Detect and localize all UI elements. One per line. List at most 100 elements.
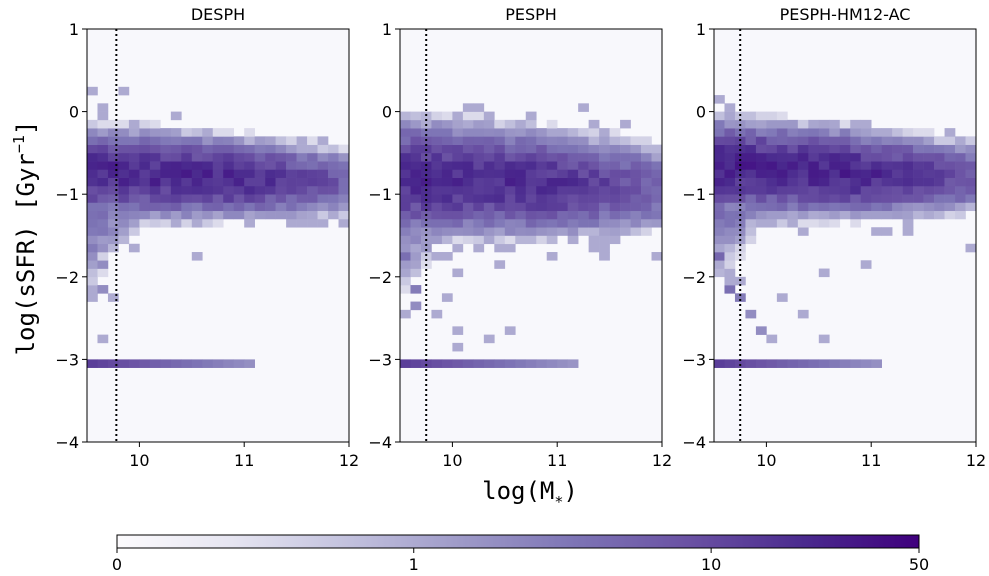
heatmap-bin [525,210,537,220]
heatmap-bin [745,210,757,220]
heatmap-bin [714,152,725,162]
heatmap-bin [839,359,851,368]
heatmap-bin [745,235,757,245]
heatmap-bin [839,144,851,154]
heatmap-bin [850,218,862,228]
heatmap-bin [87,161,98,170]
heatmap-bin [881,177,893,187]
heatmap-bin [808,161,820,170]
heatmap-bin [745,309,757,319]
heatmap-bin [400,309,411,319]
heatmap-bin [902,185,914,195]
heatmap-bin [107,293,119,302]
heatmap-bin [400,210,411,220]
heatmap-bin [745,144,757,154]
heatmap-bin [871,194,882,203]
heatmap-bin [578,128,589,137]
heatmap-bin [462,202,474,212]
heatmap-bin [504,218,516,228]
heatmap-bin [860,359,872,368]
heatmap-bin [462,144,474,154]
heatmap-bin [265,185,276,195]
heatmap-bin [462,152,474,162]
heatmap-bin [223,144,235,154]
heatmap-bin [871,359,882,368]
heatmap-bin [462,136,474,145]
heatmap-bin [170,161,182,170]
heatmap-bin [97,260,109,269]
heatmap-bin [871,202,882,212]
heatmap-bin [641,227,652,236]
heatmap-bin [202,169,214,178]
heatmap-bin [452,161,464,170]
heatmap-bin [139,202,151,212]
heatmap-bin [473,136,485,145]
heatmap-bin [515,359,527,368]
heatmap-bin [557,185,568,195]
heatmap-bin [504,128,516,137]
heatmap-bin [452,243,464,253]
heatmap-bin [860,260,872,269]
heatmap-bin [181,136,193,145]
y-tick-label: 0 [382,103,392,122]
heatmap-bin [400,144,411,154]
heatmap-bin [410,285,422,294]
heatmap-bin [202,177,214,187]
heatmap-bin [473,218,485,228]
heatmap-bin [410,144,422,154]
heatmap-bin [338,202,350,212]
heatmap-bin [191,359,203,368]
heatmap-bin [149,128,161,137]
heatmap-bin [913,210,924,220]
heatmap-bin [892,194,903,203]
heatmap-bin [97,111,109,121]
heatmap-bin [578,136,589,145]
heatmap-bin [420,169,432,178]
heatmap-bin [441,227,453,236]
heatmap-bin [452,359,464,368]
heatmap-bin [714,128,725,137]
heatmap-bin [588,144,600,154]
heatmap-bin [808,359,820,368]
heatmap-bin [588,177,600,187]
y-tick-label: −1 [368,185,392,204]
heatmap-bin [494,128,506,137]
heatmap-bin [400,276,411,286]
heatmap-bin [808,194,820,203]
heatmap-bin [452,177,464,187]
heatmap-bin [223,177,235,187]
heatmap-bin [286,169,297,178]
heatmap-bin [755,128,767,137]
heatmap-bin [307,202,318,212]
heatmap-bin [244,169,255,178]
heatmap-bin [734,144,746,154]
heatmap-bin [107,359,119,368]
heatmap-bin [504,144,516,154]
heatmap-bin [714,210,725,220]
heatmap-bin [118,185,130,195]
x-tick-label: 10 [442,451,462,470]
heatmap-bin [525,185,537,195]
heatmap-bin [797,202,809,212]
heatmap-bin [233,177,245,187]
heatmap-bin [818,334,830,344]
heatmap-bin [567,177,579,187]
heatmap-bin [839,177,851,187]
heatmap-bin [431,111,443,121]
heatmap-bin [578,218,589,228]
heatmap-bin [546,235,558,245]
heatmap-bin [641,144,652,154]
heatmap-bin [87,359,98,368]
heatmap-bin [609,235,621,245]
heatmap-bin [724,103,736,112]
heatmap-bin [599,161,610,170]
heatmap-bin [212,185,224,195]
heatmap-bin [797,169,809,178]
heatmap-bin [714,359,725,368]
heatmap-bin [599,243,610,253]
heatmap-bin [87,285,98,294]
heatmap-bin [620,169,631,178]
heatmap-bin [766,359,778,368]
heatmap-bin [181,218,193,228]
heatmap-bin [139,152,151,162]
